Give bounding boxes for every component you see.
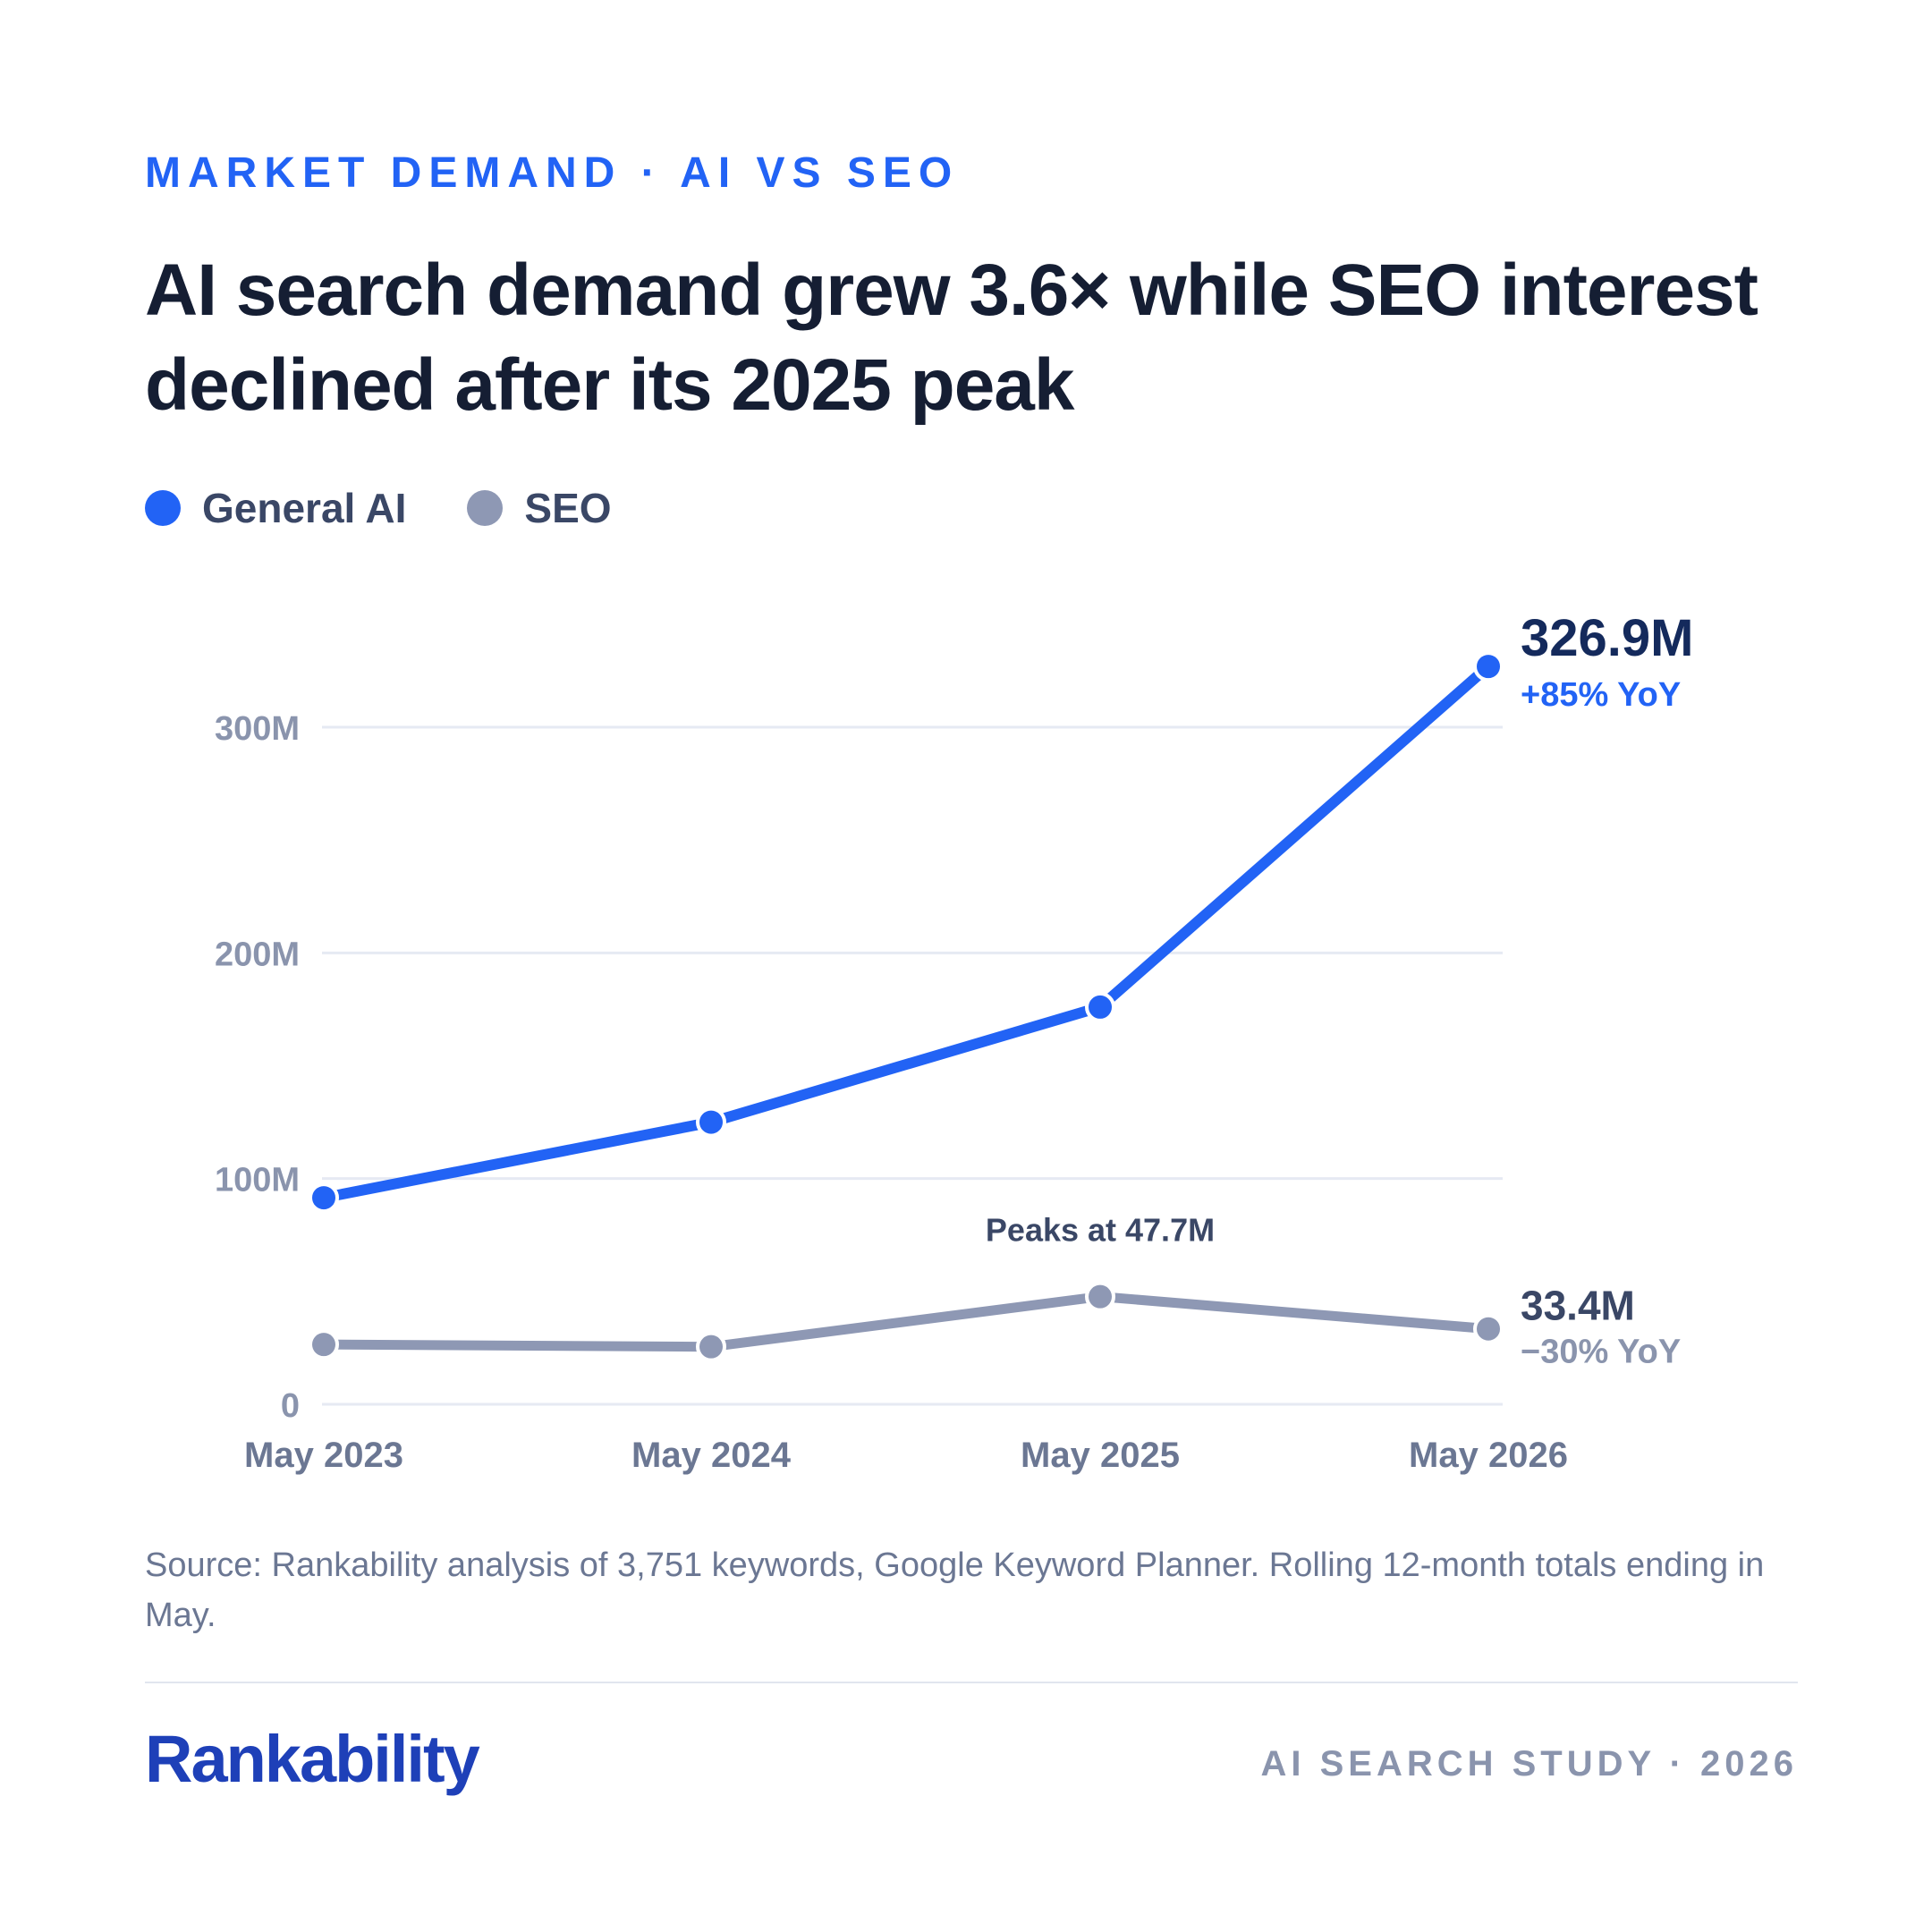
- seo-peak-annotation: Peaks at 47.7M: [986, 1212, 1215, 1249]
- legend-dot-general-ai: [145, 490, 181, 526]
- ai-end-change-label: +85% YoY: [1521, 676, 1681, 714]
- legend-item-seo: SEO: [467, 484, 612, 532]
- series-line-seo: [318, 1292, 1494, 1352]
- y-tick-label: 200M: [215, 936, 300, 973]
- ai-end-value-label: 326.9M: [1521, 609, 1693, 667]
- legend-label-general-ai: General AI: [202, 485, 407, 531]
- data-point-seo: [1085, 1281, 1115, 1312]
- brand-logo: Rankability: [145, 1722, 480, 1796]
- y-tick-label: 100M: [215, 1162, 300, 1199]
- data-point-seo: [1473, 1313, 1504, 1344]
- data-point-seo: [696, 1331, 726, 1362]
- series-line-general-ai: [318, 661, 1494, 1204]
- legend-label-seo: SEO: [524, 485, 612, 531]
- study-label: AI SEARCH STUDY · 2026: [1260, 1744, 1798, 1784]
- data-point-general-ai: [1473, 651, 1504, 682]
- data-point-general-ai: [1085, 991, 1115, 1022]
- legend: General AI SEO: [145, 481, 673, 535]
- data-point-general-ai: [696, 1106, 726, 1138]
- source-note: Source: Rankability analysis of 3,751 ke…: [145, 1546, 1765, 1634]
- data-point-seo: [309, 1329, 339, 1360]
- data-point-general-ai: [309, 1182, 339, 1214]
- x-tick-label: May 2024: [631, 1436, 792, 1475]
- chart-title: AI search demand grew 3.6× while SEO int…: [145, 250, 1758, 426]
- y-tick-label: 300M: [215, 710, 300, 748]
- x-tick-label: May 2023: [244, 1436, 403, 1475]
- footer-divider: [145, 1682, 1798, 1683]
- line-chart: 0 100M 200M 300M May 2023 May 2024 May 2025 May…: [215, 609, 1694, 1475]
- x-tick-label: May 2025: [1021, 1436, 1180, 1475]
- seo-end-change-label: −30% YoY: [1521, 1334, 1681, 1371]
- eyebrow-label: MARKET DEMAND · AI VS SEO: [145, 149, 960, 197]
- y-tick-label: 0: [281, 1387, 300, 1425]
- legend-dot-seo: [467, 490, 504, 526]
- legend-item-general-ai: General AI: [145, 484, 406, 532]
- seo-end-value-label: 33.4M: [1521, 1283, 1635, 1329]
- x-tick-label: May 2026: [1409, 1436, 1568, 1475]
